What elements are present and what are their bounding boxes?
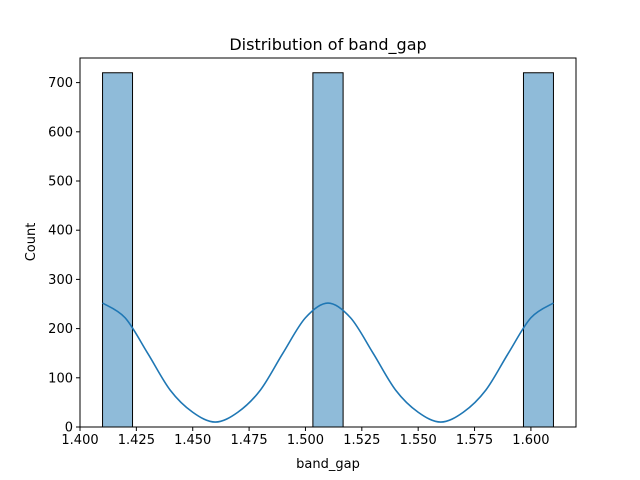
y-tick-label-4: 400 [48, 224, 73, 239]
y-tick-label-7: 700 [48, 76, 73, 91]
x-tick-label-2: 1.450 [174, 433, 211, 448]
x-tick-label-5: 1.525 [343, 433, 380, 448]
x-tick-label-4: 1.500 [287, 433, 324, 448]
y-tick-label-5: 500 [48, 175, 73, 190]
histogram-bar-14 [522, 72, 554, 428]
x-tick-label-6: 1.550 [400, 433, 437, 448]
y-tick-label-1: 100 [48, 371, 73, 386]
x-tick-label-8: 1.600 [512, 433, 549, 448]
x-tick-label-0: 1.400 [61, 433, 98, 448]
histogram-bar-0 [102, 72, 134, 428]
y-tick-label-6: 600 [48, 125, 73, 140]
histogram-bar-7 [312, 72, 344, 428]
histogram-bars [102, 72, 554, 428]
x-axis-label: band_gap [296, 457, 360, 472]
x-axis-ticks: 1.400 1.425 1.450 1.475 1.500 1.525 1.550 1.575… [61, 427, 550, 448]
y-tick-label-3: 300 [48, 273, 73, 288]
y-axis-label: Count [24, 223, 39, 262]
y-tick-label-2: 200 [48, 322, 73, 337]
kde-line [102, 302, 554, 423]
x-tick-label-1: 1.425 [118, 433, 155, 448]
chart-title: Distribution of band_gap [229, 35, 426, 55]
x-tick-label-7: 1.575 [456, 433, 493, 448]
y-axis-ticks: 0 100 200 300 400 500 600 700 [48, 76, 80, 436]
x-tick-label-3: 1.475 [230, 433, 267, 448]
plot-frame [79, 57, 577, 428]
y-tick-label-0: 0 [65, 421, 73, 436]
